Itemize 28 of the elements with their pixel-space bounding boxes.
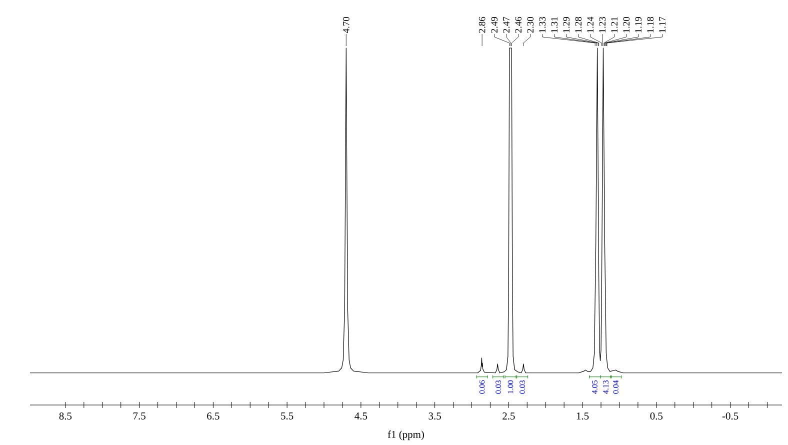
annotation: 1.18	[647, 16, 654, 32]
annotation: 1.23	[599, 17, 606, 32]
annotation: 1.24	[587, 16, 594, 32]
annotation: 1.28	[575, 16, 582, 32]
annotation: 1.21	[611, 17, 618, 32]
annotation: 2.30	[527, 16, 534, 33]
x-tick-label: 5.5	[281, 412, 294, 420]
annotation: 1.20	[623, 16, 630, 32]
annotation: 2.46	[515, 16, 522, 33]
x-tick-label: 0.5	[650, 412, 663, 420]
x-tick-label: 6.5	[207, 412, 220, 420]
x-tick-label: 7.5	[133, 412, 146, 420]
annotation: 4.70	[342, 16, 350, 34]
annotation: 1.17	[659, 16, 666, 32]
annotation: 1.19	[635, 17, 642, 32]
x-tick-label: 8.5	[59, 412, 72, 420]
x-axis-title: f1 (ppm)	[388, 430, 424, 440]
annotation: 1.29	[563, 17, 570, 32]
annotation: 2.47	[503, 16, 510, 33]
annotation: 2.49	[491, 17, 498, 33]
annotation: 1.33	[539, 17, 546, 32]
annotation: 1.31	[551, 17, 558, 32]
x-tick-label: 1.5	[576, 412, 589, 420]
x-tick-label: 3.5	[428, 412, 441, 420]
x-tick-label: 2.5	[502, 412, 515, 420]
x-tick-label: 4.5	[354, 412, 368, 420]
annotation: 2.86	[478, 16, 486, 33]
x-tick-label: -0.5	[722, 412, 738, 420]
